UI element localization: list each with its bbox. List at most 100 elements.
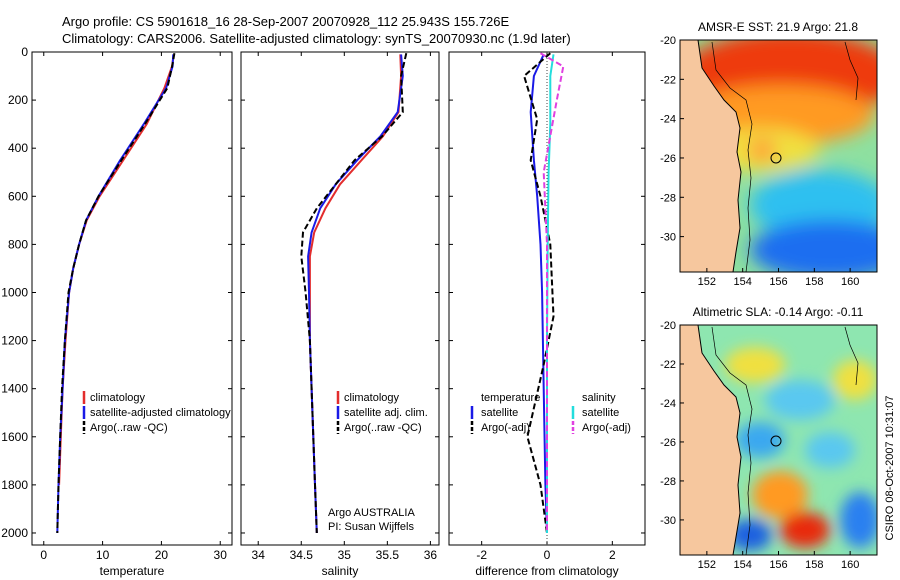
sst-isobath — [711, 41, 753, 272]
sla-high-east — [833, 360, 877, 400]
temperature-axis-ticks: 0 10 20 30 0 200 400 600 800 1000 1200 1400 1600 1800… — [1, 45, 232, 562]
legend-temperature-heading: temperature — [481, 392, 540, 404]
map-x-tick-label: 152 — [698, 276, 716, 288]
sla-float-marker — [770, 435, 782, 447]
map-x-tick-label: 156 — [769, 276, 787, 288]
map-x-tick-label: 158 — [805, 559, 823, 571]
series-line-3 — [300, 52, 408, 534]
map-x-tick-label: 154 — [734, 559, 752, 571]
figure-title-line1: Argo profile: CS 5901618_16 28-Sep-2007 … — [62, 14, 510, 29]
difference-xlabel: difference from climatology — [475, 564, 618, 578]
map-x-tick-label: 152 — [698, 559, 716, 571]
sla-map-title: Altimetric SLA: -0.14 Argo: -0.11 — [693, 305, 864, 319]
series-line-1 — [529, 53, 548, 534]
x-tick-label: 20 — [155, 548, 169, 562]
sst-isobath-east — [844, 41, 859, 101]
salinity-series — [300, 52, 408, 534]
x-tick-label: 10 — [96, 548, 110, 562]
salinity-panel: 34 34.5 35 35.5 36 salinity climatology sate… — [240, 51, 440, 578]
legend-climatology-label: climatology — [90, 392, 146, 404]
credit-program: Argo AUSTRALIA — [328, 507, 415, 519]
x-tick-label: 35 — [338, 548, 352, 562]
sla-peak-south — [780, 512, 830, 548]
temperature-panel: 0 10 20 30 0 200 400 600 800 1000 1200 1400 1600 1800… — [1, 45, 233, 578]
legend-temp-satellite-label: satellite — [481, 407, 518, 419]
sla-trough-sw — [728, 519, 772, 551]
sla-map: Altimetric SLA: -0.14 Argo: -0.11 152 154… — [660, 305, 878, 571]
map-y-tick-label: -30 — [660, 232, 676, 244]
sst-cold-south — [750, 220, 877, 272]
map-x-tick-label: 160 — [841, 559, 859, 571]
y-tick-label: 2000 — [1, 526, 28, 540]
temperature-series — [56, 53, 176, 534]
x-tick-label: 36 — [424, 548, 438, 562]
y-tick-label: 1000 — [1, 285, 28, 299]
series-line-3 — [56, 53, 176, 534]
map-y-tick-label: -22 — [660, 74, 676, 86]
map-y-tick-label: -26 — [660, 437, 676, 449]
temperature-axes-frame — [31, 51, 233, 546]
temperature-legend: climatology satellite-adjusted climatolo… — [82, 391, 231, 434]
sst-land-mass — [680, 40, 742, 272]
y-tick-label: 800 — [8, 237, 28, 251]
y-tick-label: 1600 — [1, 430, 28, 444]
x-tick-label: 0 — [544, 548, 551, 562]
difference-axis-ticks: -2 0 2 — [449, 51, 645, 562]
sla-isobath-east — [844, 326, 859, 386]
sla-isobath — [711, 326, 753, 555]
sla-low-east — [805, 432, 855, 468]
x-tick-label: 35.5 — [376, 548, 400, 562]
sla-map-ticks: 152 154 156 158 160 -20 -22 -24 -26 -28 -30 — [660, 320, 859, 571]
salinity-legend: climatology satellite adj. clim. Argo(..… — [336, 391, 428, 434]
figure-title-line2: Climatology: CARS2006. Satellite-adjuste… — [62, 31, 571, 46]
difference-panel: -2 0 2 difference from climatology tempera… — [448, 51, 646, 578]
map-y-tick-label: -24 — [660, 398, 676, 410]
x-tick-label: 34 — [252, 548, 266, 562]
legend-sal-satellite-label: satellite — [582, 407, 619, 419]
salinity-xlabel: salinity — [322, 564, 359, 578]
map-y-tick-label: -20 — [660, 320, 676, 332]
y-tick-label: 600 — [8, 189, 28, 203]
legend-satellite-label: satellite adj. clim. — [344, 407, 428, 419]
sla-high-south — [752, 471, 808, 519]
sst-map-ticks: 152 154 156 158 160 -20 -22 -24 -26 -28 -30 — [660, 35, 859, 288]
sla-land-mass — [680, 325, 742, 555]
timestamp-stamp: CSIRO 08-Oct-2007 10:31:07 — [884, 396, 896, 541]
map-y-tick-label: -26 — [660, 153, 676, 165]
sla-trough-se — [840, 492, 877, 548]
map-x-tick-label: 160 — [841, 276, 859, 288]
map-y-tick-label: -20 — [660, 35, 676, 47]
sst-warm-eddy — [748, 138, 776, 162]
map-y-tick-label: -30 — [660, 515, 676, 527]
legend-argo-label: Argo(..raw -QC) — [90, 422, 168, 434]
sla-low-mid — [765, 380, 835, 420]
sla-field-patches — [725, 347, 877, 551]
series-line-2 — [523, 52, 555, 534]
legend-temp-argo-label: Argo(-adj) — [481, 422, 530, 434]
map-x-tick-label: 156 — [769, 559, 787, 571]
y-tick-label: 1200 — [1, 334, 28, 348]
map-y-tick-label: -28 — [660, 192, 676, 204]
y-tick-label: 0 — [21, 45, 28, 59]
map-x-tick-label: 158 — [805, 276, 823, 288]
credit-pi: PI: Susan Wijffels — [328, 521, 414, 533]
legend-salinity-heading: salinity — [582, 392, 616, 404]
x-tick-label: 2 — [609, 548, 616, 562]
legend-climatology-label: climatology — [344, 392, 400, 404]
sst-map-title: AMSR-E SST: 21.9 Argo: 21.8 — [698, 20, 858, 34]
sst-map: AMSR-E SST: 21.9 Argo: 21.8 152 154 156 158… — [660, 20, 878, 288]
series-line-4 — [539, 52, 565, 533]
sla-low-west — [735, 422, 785, 458]
x-tick-label: 30 — [214, 548, 228, 562]
legend-argo-label: Argo(..raw -QC) — [344, 422, 422, 434]
x-tick-label: 0 — [40, 548, 47, 562]
salinity-axis-ticks: 34 34.5 35 35.5 36 — [241, 51, 439, 562]
sst-map-field — [680, 40, 877, 272]
y-tick-label: 200 — [8, 93, 28, 107]
difference-legend: temperature satellite Argo(-adj) salinit… — [470, 392, 631, 434]
x-tick-label: -2 — [476, 548, 487, 562]
sla-map-field — [680, 325, 877, 555]
sla-high-north — [725, 347, 785, 383]
y-tick-label: 1400 — [1, 382, 28, 396]
